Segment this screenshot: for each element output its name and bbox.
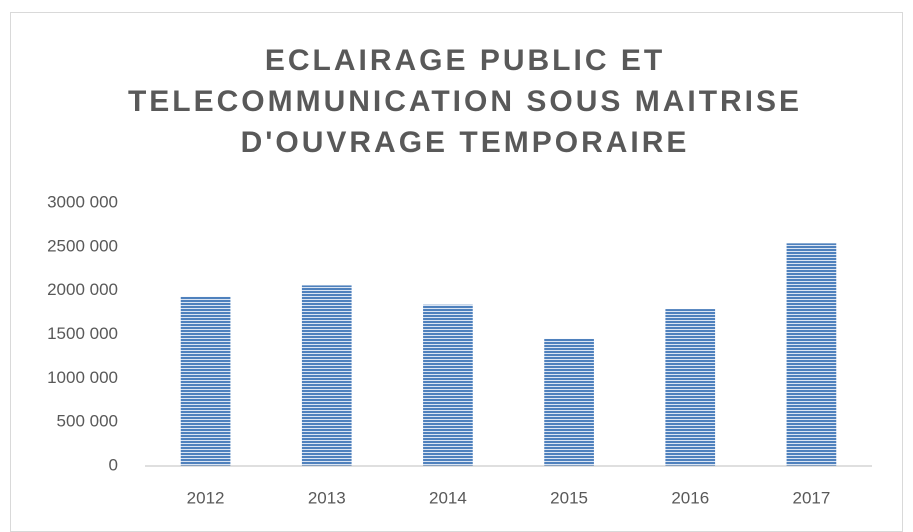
y-tick-label: 500 000: [57, 412, 118, 431]
bar: [423, 304, 473, 466]
bar: [786, 243, 837, 466]
bar: [544, 338, 594, 466]
x-tick-label: 2016: [671, 488, 709, 507]
x-tick-label: 2013: [308, 488, 346, 507]
bar: [301, 285, 352, 466]
y-tick-label: 0: [109, 455, 118, 474]
y-tick-label: 1500 000: [47, 324, 118, 343]
y-tick-label: 1000 000: [47, 368, 118, 387]
x-tick-label: 2017: [793, 488, 831, 507]
y-tick-label: 2000 000: [47, 280, 118, 299]
x-tick-label: 2012: [187, 488, 225, 507]
y-tick-label: 2500 000: [47, 236, 118, 255]
bar: [665, 309, 716, 466]
chart-title: ECLAIRAGE PUBLIC ET TELECOMMUNICATION SO…: [127, 44, 803, 159]
chart-container: ECLAIRAGE PUBLIC ET TELECOMMUNICATION SO…: [10, 12, 903, 532]
y-tick-label: 3000 000: [47, 192, 118, 211]
bar: [180, 296, 231, 466]
chart: 0 500 000 1000 000 1500 000 2000 000 2500 000…: [47, 192, 872, 507]
x-tick-label: 2014: [429, 488, 467, 507]
x-tick-label: 2015: [550, 488, 588, 507]
